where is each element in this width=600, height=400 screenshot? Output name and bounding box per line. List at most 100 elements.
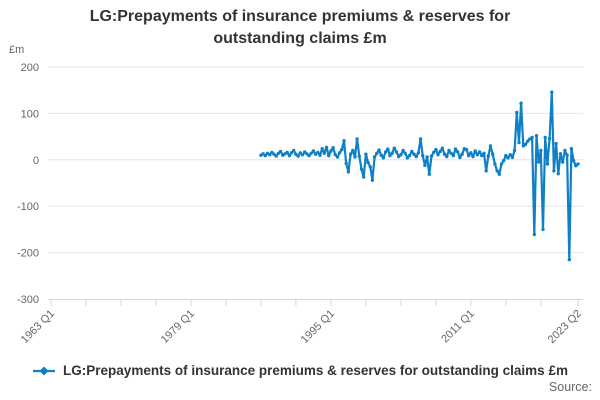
- series-point[interactable]: [370, 178, 375, 182]
- series-point[interactable]: [473, 149, 477, 153]
- series-point[interactable]: [442, 152, 447, 156]
- series-point[interactable]: [351, 148, 355, 153]
- series-point[interactable]: [399, 153, 403, 157]
- series-point[interactable]: [392, 146, 396, 150]
- series-point[interactable]: [421, 153, 425, 158]
- series-point[interactable]: [263, 153, 267, 158]
- series-point[interactable]: [416, 151, 421, 155]
- series-point[interactable]: [340, 147, 344, 152]
- series-point[interactable]: [567, 257, 571, 262]
- series-point[interactable]: [272, 152, 276, 156]
- series-point[interactable]: [432, 150, 436, 155]
- series-point[interactable]: [499, 162, 504, 166]
- series-point[interactable]: [379, 153, 383, 157]
- series-point[interactable]: [434, 147, 438, 152]
- series-point[interactable]: [512, 148, 517, 153]
- series-point[interactable]: [364, 152, 368, 156]
- series-point[interactable]: [456, 150, 460, 154]
- series-point[interactable]: [307, 153, 311, 158]
- series-point[interactable]: [506, 156, 510, 160]
- series-point[interactable]: [362, 175, 366, 179]
- series-point[interactable]: [504, 153, 508, 158]
- series-point[interactable]: [536, 160, 541, 164]
- series-point[interactable]: [285, 150, 289, 155]
- series-point[interactable]: [510, 155, 515, 160]
- series-point[interactable]: [484, 169, 488, 173]
- series-point[interactable]: [547, 136, 552, 141]
- series-point[interactable]: [327, 153, 331, 158]
- series-point[interactable]: [458, 155, 462, 160]
- series-point[interactable]: [397, 154, 401, 159]
- series-point[interactable]: [294, 152, 298, 156]
- series-point[interactable]: [335, 155, 340, 159]
- series-point[interactable]: [394, 150, 399, 154]
- series-point[interactable]: [491, 152, 495, 156]
- series-point[interactable]: [377, 148, 381, 152]
- series-point[interactable]: [526, 139, 530, 143]
- series-point[interactable]: [495, 169, 499, 173]
- series-point[interactable]: [563, 148, 567, 153]
- series-point[interactable]: [407, 153, 412, 158]
- series-point[interactable]: [346, 170, 351, 174]
- series-point[interactable]: [475, 153, 480, 157]
- series-point[interactable]: [493, 162, 497, 166]
- series-point[interactable]: [543, 135, 547, 140]
- series-point[interactable]: [497, 172, 501, 176]
- series-point[interactable]: [554, 141, 558, 146]
- series-point[interactable]: [469, 151, 473, 155]
- series-point[interactable]: [322, 151, 326, 155]
- series-point[interactable]: [451, 153, 456, 158]
- series-point[interactable]: [320, 147, 324, 151]
- series-point[interactable]: [550, 90, 554, 94]
- series-point[interactable]: [348, 152, 353, 156]
- series-point[interactable]: [353, 155, 357, 159]
- series-point[interactable]: [292, 148, 296, 153]
- series-point[interactable]: [278, 149, 283, 154]
- series-point[interactable]: [412, 152, 416, 156]
- series-point[interactable]: [519, 101, 523, 105]
- series-point[interactable]: [471, 154, 475, 159]
- series-point[interactable]: [561, 160, 565, 164]
- series-point[interactable]: [366, 160, 370, 165]
- series-point[interactable]: [403, 151, 407, 155]
- series-point[interactable]: [449, 151, 453, 155]
- series-point[interactable]: [410, 149, 414, 154]
- series-point[interactable]: [368, 165, 372, 169]
- series-point[interactable]: [534, 134, 539, 138]
- series-point[interactable]: [486, 154, 490, 158]
- series-point[interactable]: [425, 155, 429, 159]
- series-point[interactable]: [565, 153, 569, 157]
- series-point[interactable]: [576, 162, 580, 166]
- series-point[interactable]: [386, 147, 390, 151]
- series-point[interactable]: [571, 159, 576, 163]
- series-point[interactable]: [488, 144, 493, 148]
- series-point[interactable]: [539, 148, 543, 153]
- series-point[interactable]: [276, 151, 281, 155]
- series-point[interactable]: [515, 110, 519, 115]
- series-point[interactable]: [414, 154, 418, 159]
- series-point[interactable]: [337, 151, 342, 155]
- series-point[interactable]: [517, 140, 521, 145]
- series-point[interactable]: [502, 159, 506, 163]
- series-point[interactable]: [298, 151, 302, 155]
- series-point[interactable]: [375, 151, 379, 155]
- series-point[interactable]: [418, 137, 423, 141]
- series-point[interactable]: [556, 172, 560, 176]
- series-point[interactable]: [440, 146, 445, 150]
- series-point[interactable]: [359, 167, 364, 171]
- series-point[interactable]: [545, 162, 550, 166]
- series-point[interactable]: [268, 153, 272, 157]
- series-point[interactable]: [541, 227, 545, 232]
- series-point[interactable]: [464, 147, 469, 152]
- series-point[interactable]: [532, 232, 536, 237]
- series-point[interactable]: [311, 149, 316, 153]
- legend-item[interactable]: LG:Prepayments of insurance premiums & r…: [0, 363, 600, 378]
- series-point[interactable]: [388, 153, 392, 158]
- series-point[interactable]: [569, 147, 574, 151]
- series-point[interactable]: [342, 139, 346, 143]
- series-point[interactable]: [436, 153, 440, 157]
- series-point[interactable]: [274, 154, 278, 158]
- series-point[interactable]: [331, 146, 335, 150]
- plot-area[interactable]: 200 100 0 -100 -200 -300 £m 1963 Q1 1979 Q1 1995 …: [0, 0, 600, 358]
- series-point[interactable]: [316, 150, 320, 155]
